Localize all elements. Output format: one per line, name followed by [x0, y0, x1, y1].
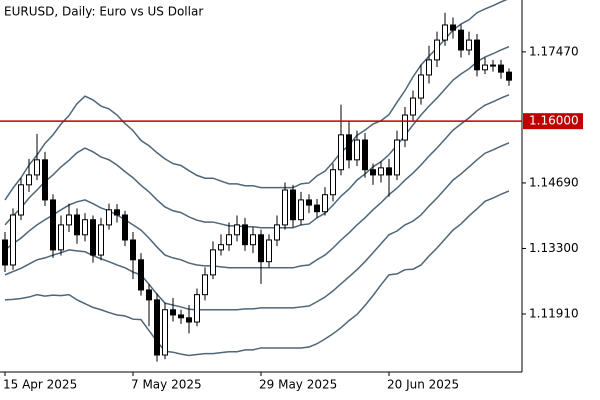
- candle-body: [450, 24, 456, 31]
- candle-body: [178, 314, 184, 319]
- candle-body: [50, 199, 56, 251]
- candle-body: [282, 189, 288, 226]
- y-tick-label: 1.11910: [529, 307, 579, 321]
- candle-body: [194, 294, 200, 323]
- candle-body: [122, 214, 128, 241]
- candle-body: [138, 259, 144, 291]
- candle-body: [418, 74, 424, 99]
- y-tick-label: 1.14690: [529, 175, 579, 189]
- candle-body: [98, 224, 104, 256]
- bollinger-band: [4, 94, 510, 269]
- candle-body: [378, 167, 384, 176]
- y-tick-label: 1.17470: [529, 44, 579, 58]
- bollinger-band: [4, 142, 510, 311]
- candle-body: [106, 209, 112, 226]
- candle-body: [154, 299, 160, 356]
- candle-body: [210, 249, 216, 276]
- bollinger-band: [4, 45, 510, 229]
- candle-body: [82, 219, 88, 236]
- candle-body: [2, 239, 8, 266]
- candle-body: [346, 134, 352, 161]
- candle-body: [330, 169, 336, 196]
- candle-body: [338, 134, 344, 171]
- candle-body: [218, 244, 224, 251]
- candle-body: [66, 214, 72, 226]
- bollinger-band: [4, 190, 510, 357]
- candle-body: [18, 184, 24, 216]
- candle-body: [410, 97, 416, 116]
- candle-body: [170, 309, 176, 316]
- candle-body: [474, 39, 480, 71]
- candle-body: [90, 219, 96, 256]
- candle-body: [490, 64, 496, 67]
- candle-body: [114, 209, 120, 216]
- candle-body: [258, 234, 264, 263]
- x-tick-label: 29 May 2025: [259, 378, 337, 392]
- candle-body: [498, 64, 504, 73]
- candle-body: [290, 189, 296, 221]
- candle-body: [58, 224, 64, 251]
- candle-body: [402, 114, 408, 141]
- candle-body: [314, 204, 320, 213]
- candle-body: [242, 224, 248, 246]
- candle-body: [386, 167, 392, 176]
- candle-body: [130, 239, 136, 261]
- candle-body: [298, 199, 304, 221]
- candle-body: [482, 64, 488, 71]
- candle-body: [234, 224, 240, 236]
- x-tick-label: 7 May 2025: [131, 378, 202, 392]
- plot-area: [2, 0, 512, 362]
- candle-body: [186, 317, 192, 323]
- candle-body: [274, 224, 280, 241]
- x-tick-label: 15 Apr 2025: [3, 378, 77, 392]
- candle-body: [466, 39, 472, 51]
- candle-body: [306, 199, 312, 206]
- candle-body: [34, 159, 40, 176]
- candle-body: [74, 214, 80, 236]
- candle-body: [202, 274, 208, 296]
- candle-body: [426, 59, 432, 76]
- candle-body: [442, 24, 448, 41]
- candle-body: [354, 139, 360, 161]
- candle-body: [146, 289, 152, 301]
- level-label: 1.16000: [529, 114, 579, 128]
- chart-title: EURUSD, Daily: Euro vs US Dollar: [4, 5, 203, 19]
- candle-body: [434, 39, 440, 61]
- candle-body: [506, 71, 512, 81]
- candle-body: [226, 234, 232, 246]
- candle-body: [362, 139, 368, 171]
- candle-body: [26, 174, 32, 186]
- x-tick-label: 20 Jun 2025: [387, 378, 459, 392]
- candle-body: [370, 169, 376, 176]
- candle-body: [266, 239, 272, 263]
- y-tick-label: 1.13300: [529, 241, 579, 255]
- candle-body: [458, 29, 464, 51]
- candle-body: [250, 234, 256, 246]
- level-label-box: [523, 113, 583, 130]
- bollinger-band: [4, 0, 508, 201]
- candle-body: [42, 159, 48, 201]
- candle-body: [394, 139, 400, 176]
- candle-body: [322, 194, 328, 213]
- candle-body: [162, 309, 168, 356]
- candle-body: [10, 214, 16, 266]
